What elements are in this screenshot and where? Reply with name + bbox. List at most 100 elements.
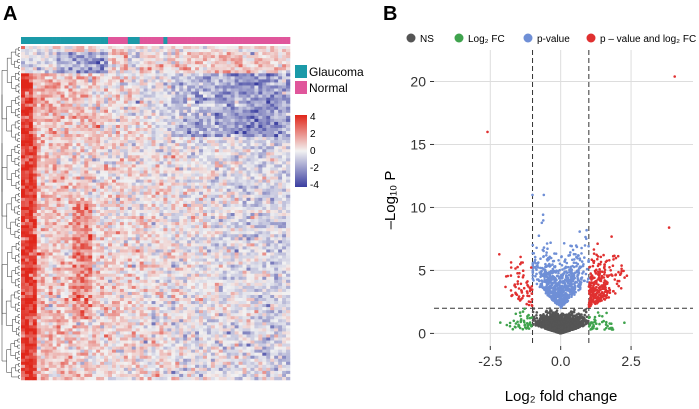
heatmap-cell xyxy=(56,67,61,71)
heatmap-cell xyxy=(119,243,125,247)
heatmap-cell xyxy=(246,88,251,92)
heatmap-cell xyxy=(64,61,69,65)
heatmap-cell xyxy=(175,76,180,80)
heatmap-cell xyxy=(143,206,148,211)
heatmap-cell xyxy=(278,234,283,238)
heatmap-cell xyxy=(179,152,184,156)
heatmap-cell xyxy=(258,76,263,80)
heatmap-cell xyxy=(115,121,121,126)
heatmap-cell xyxy=(151,91,156,95)
heatmap-cell xyxy=(48,179,53,183)
heatmap-cell xyxy=(24,131,30,135)
heatmap-cell xyxy=(123,137,129,141)
heatmap-cell xyxy=(80,76,85,80)
heatmap-cell xyxy=(64,55,69,59)
heatmap-cell xyxy=(32,255,38,259)
heatmap-cell xyxy=(238,52,243,56)
heatmap-cell xyxy=(56,155,61,159)
heatmap-cell xyxy=(191,194,196,199)
heatmap-cell xyxy=(80,197,85,202)
heatmap-cell xyxy=(64,197,69,202)
heatmap-cell xyxy=(187,70,192,74)
heatmap-cell xyxy=(270,100,275,104)
heatmap-cell xyxy=(111,231,117,235)
heatmap-cell xyxy=(159,234,164,238)
heatmap-cell xyxy=(214,100,220,104)
heatmap-cell xyxy=(115,194,121,199)
heatmap-cell xyxy=(258,85,263,89)
heatmap-cell xyxy=(123,91,129,95)
heatmap-cell xyxy=(202,164,208,168)
heatmap-cell xyxy=(210,164,216,168)
heatmap-cell xyxy=(167,176,172,180)
heatmap-cell xyxy=(214,173,220,177)
heatmap-cell xyxy=(179,49,184,53)
heatmap-cell xyxy=(226,134,231,138)
heatmap-cell xyxy=(191,94,196,98)
heatmap-cell xyxy=(92,67,97,71)
heatmap-cell xyxy=(274,206,279,211)
heatmap-cell xyxy=(40,170,45,174)
heatmap-cell xyxy=(76,173,81,177)
heatmap-cell xyxy=(163,49,168,53)
heatmap-cell xyxy=(72,225,77,229)
heatmap-cell xyxy=(274,176,279,180)
heatmap-cell xyxy=(24,203,30,208)
heatmap-cell xyxy=(167,100,172,104)
heatmap-cell xyxy=(226,179,231,183)
heatmap-cell xyxy=(84,134,89,138)
heatmap-cell xyxy=(127,124,133,129)
heatmap-cell xyxy=(88,118,93,123)
heatmap-cell xyxy=(52,179,57,183)
heatmap-cell xyxy=(187,140,192,144)
heatmap-cell xyxy=(123,100,129,104)
heatmap-cell xyxy=(278,146,283,150)
heatmap-cell xyxy=(195,222,200,226)
heatmap-cell xyxy=(222,58,227,62)
heatmap-cell xyxy=(278,64,283,68)
heatmap-cell xyxy=(111,249,117,253)
heatmap-cell xyxy=(127,161,133,165)
heatmap-cell xyxy=(52,88,57,92)
heatmap-cell xyxy=(88,258,93,262)
heatmap-cell xyxy=(222,234,227,238)
heatmap-cell xyxy=(163,82,168,86)
heatmap-cell xyxy=(167,197,172,202)
heatmap-cell xyxy=(119,237,125,241)
heatmap-cell xyxy=(127,216,133,220)
heatmap-cell xyxy=(171,143,176,147)
heatmap-cell xyxy=(218,179,223,183)
heatmap-cell xyxy=(199,222,204,226)
heatmap-cell xyxy=(175,134,180,138)
heatmap-cell xyxy=(191,252,196,256)
heatmap-cell xyxy=(48,127,53,132)
heatmap-cell xyxy=(88,185,93,189)
heatmap-cell xyxy=(115,97,121,101)
heatmap-cell xyxy=(163,100,168,104)
heatmap-cell xyxy=(131,103,136,107)
heatmap-cell xyxy=(76,246,81,250)
heatmap-cell xyxy=(202,255,208,259)
heatmap-cell xyxy=(76,76,81,80)
heatmap-cell xyxy=(278,79,283,83)
heatmap-cell xyxy=(60,173,65,177)
heatmap-cell xyxy=(48,182,53,186)
heatmap-cell xyxy=(258,176,263,180)
heatmap-cell xyxy=(254,61,259,65)
heatmap-cell xyxy=(143,225,148,229)
heatmap-cell xyxy=(199,82,204,86)
heatmap-cell xyxy=(143,188,148,192)
heatmap-cell xyxy=(72,155,77,159)
heatmap-cell xyxy=(199,109,204,114)
heatmap-cell xyxy=(258,97,263,101)
heatmap-cell xyxy=(210,255,216,259)
heatmap-cell xyxy=(60,67,65,71)
heatmap-cell xyxy=(250,188,255,192)
heatmap-cell xyxy=(155,64,160,68)
heatmap-cell xyxy=(286,194,291,199)
heatmap-cell xyxy=(163,131,168,135)
heatmap-cell xyxy=(131,58,136,62)
heatmap-cell xyxy=(254,118,259,123)
heatmap-cell xyxy=(108,209,113,214)
heatmap-cell xyxy=(100,167,105,171)
